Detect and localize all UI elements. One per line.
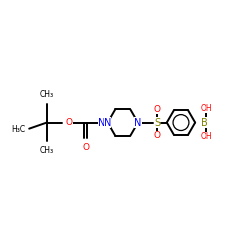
Text: O: O: [82, 143, 89, 152]
Text: N: N: [134, 118, 142, 128]
Text: O: O: [66, 118, 72, 127]
Text: N: N: [104, 118, 111, 128]
Text: H₃C: H₃C: [11, 125, 25, 134]
Text: OH: OH: [200, 104, 212, 113]
Text: CH₃: CH₃: [40, 146, 54, 155]
Text: O: O: [154, 105, 160, 114]
Text: N: N: [98, 118, 106, 128]
Text: OH: OH: [200, 132, 212, 141]
Text: O: O: [154, 131, 160, 140]
Text: S: S: [154, 118, 160, 128]
Text: CH₃: CH₃: [40, 90, 54, 99]
Text: B: B: [201, 118, 208, 128]
